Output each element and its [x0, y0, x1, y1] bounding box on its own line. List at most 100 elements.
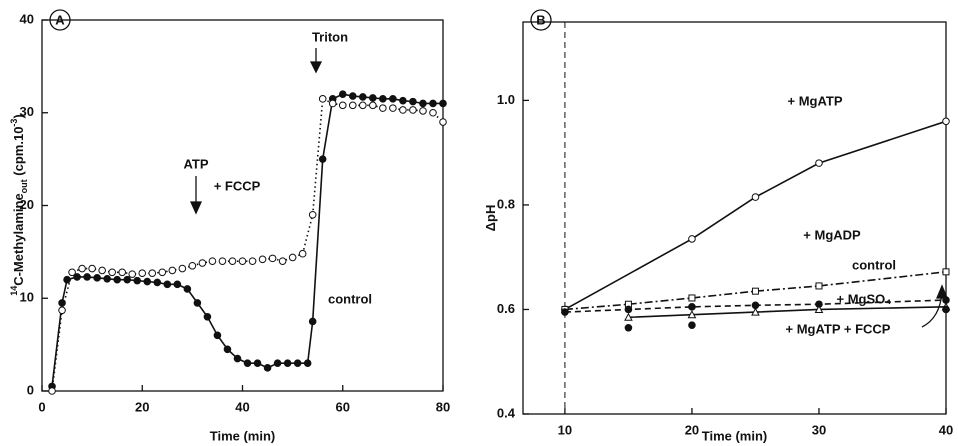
- marker: [942, 268, 950, 276]
- marker: [308, 317, 317, 326]
- marker: [133, 276, 142, 285]
- marker: [283, 359, 292, 367]
- marker: [208, 257, 217, 265]
- x-tick-label: 60: [336, 399, 350, 414]
- marker: [268, 254, 277, 263]
- y-tick-label: 40: [20, 11, 34, 26]
- marker: [429, 99, 437, 108]
- marker: [624, 323, 633, 332]
- marker: [624, 312, 633, 321]
- marker: [233, 354, 242, 363]
- x-axis-title: Time (min): [210, 428, 276, 443]
- marker: [238, 257, 247, 265]
- marker: [688, 294, 696, 302]
- marker: [263, 364, 272, 372]
- series-label: control: [852, 257, 896, 272]
- series-label: + MgATP: [787, 93, 842, 108]
- marker: [399, 96, 407, 105]
- marker: [303, 359, 312, 367]
- marker: [98, 266, 106, 275]
- marker: [198, 259, 207, 267]
- marker: [228, 257, 237, 265]
- marker: [751, 287, 759, 295]
- marker: [751, 307, 760, 316]
- marker: [389, 104, 397, 112]
- x-tick-label: 20: [685, 422, 699, 437]
- marker: [193, 299, 202, 307]
- marker: [389, 95, 397, 103]
- marker: [379, 95, 387, 103]
- marker: [83, 273, 91, 281]
- marker: [409, 97, 417, 106]
- marker: [258, 255, 267, 264]
- y-axis-title: ΔpH: [483, 205, 498, 232]
- series-line: [628, 306, 947, 319]
- marker: [73, 273, 81, 281]
- marker: [419, 99, 427, 108]
- plot-frame: [522, 21, 947, 415]
- marker: [108, 268, 116, 277]
- marker: [419, 107, 427, 115]
- marker: [278, 257, 287, 265]
- marker: [138, 269, 147, 278]
- marker: [379, 104, 387, 112]
- marker: [298, 249, 307, 258]
- decor: [49, 9, 948, 328]
- marker: [308, 210, 317, 219]
- marker: [338, 101, 347, 110]
- y-axis-title-part: ): [11, 114, 26, 118]
- marker: [688, 303, 696, 311]
- x-tick-label: 0: [38, 399, 45, 414]
- marker: [223, 345, 232, 354]
- annotation: control: [328, 291, 372, 306]
- y-tick-label: 0.8: [497, 196, 515, 211]
- marker: [409, 106, 417, 114]
- marker: [78, 264, 86, 273]
- marker: [93, 274, 101, 282]
- marker: [253, 359, 262, 367]
- y-axis-title-part: C-Methylamine: [11, 193, 26, 285]
- plot-frame: [41, 19, 444, 392]
- marker: [338, 90, 347, 98]
- y-tick-label: 30: [20, 104, 34, 119]
- marker: [103, 274, 111, 283]
- series-label: + MgATP + FCCP: [786, 321, 891, 336]
- marker: [168, 266, 177, 275]
- marker: [369, 101, 377, 110]
- annotation: Triton: [312, 29, 348, 44]
- marker: [348, 92, 357, 100]
- y-axis-title-part: out: [19, 179, 29, 193]
- marker: [183, 285, 192, 293]
- marker: [213, 331, 222, 340]
- marker: [942, 117, 950, 126]
- marker: [815, 159, 823, 167]
- marker: [273, 359, 282, 367]
- x-tick-label: 40: [235, 399, 249, 414]
- marker: [128, 270, 137, 278]
- marker: [439, 99, 447, 108]
- x-tick-label: 40: [939, 422, 953, 437]
- marker: [173, 280, 182, 289]
- marker: [751, 193, 760, 201]
- y-tick-label: 20: [20, 197, 34, 212]
- x-tick-label: 10: [558, 422, 572, 437]
- marker: [148, 269, 157, 278]
- y-axis-title-part: -3: [9, 119, 19, 127]
- marker: [814, 304, 824, 313]
- marker: [328, 99, 337, 108]
- marker: [429, 108, 437, 117]
- marker: [123, 275, 132, 284]
- y-tick-label: 0.4: [497, 405, 516, 420]
- marker: [248, 257, 257, 265]
- y-tick-label: 1.0: [497, 92, 515, 107]
- y-axis-title-part: ΔpH: [483, 205, 498, 232]
- marker: [243, 359, 252, 367]
- marker: [688, 235, 696, 243]
- series-line: [51, 93, 443, 387]
- marker: [88, 264, 96, 273]
- y-tick-label: 0: [27, 382, 34, 397]
- series-line: [51, 97, 444, 392]
- marker: [624, 305, 633, 314]
- series-line: [564, 299, 947, 313]
- marker: [318, 155, 327, 163]
